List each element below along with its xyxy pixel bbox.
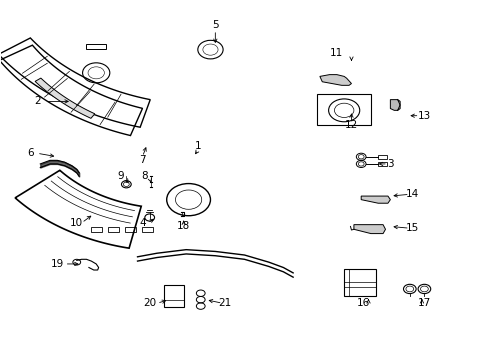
Text: 7: 7 <box>139 156 145 165</box>
Text: 10: 10 <box>70 218 83 228</box>
Text: 21: 21 <box>218 298 231 308</box>
Text: 15: 15 <box>405 223 418 233</box>
Text: 12: 12 <box>344 120 357 130</box>
Polygon shape <box>319 75 351 85</box>
Text: 17: 17 <box>417 298 430 308</box>
Text: 14: 14 <box>405 189 418 199</box>
Bar <box>125 227 136 232</box>
Polygon shape <box>361 196 389 203</box>
Text: 5: 5 <box>212 19 218 30</box>
Bar <box>142 227 153 232</box>
Text: 18: 18 <box>177 221 190 231</box>
Polygon shape <box>353 225 385 234</box>
Text: 16: 16 <box>356 298 369 308</box>
Text: 2: 2 <box>35 96 41 107</box>
Text: 9: 9 <box>117 171 123 181</box>
Text: 19: 19 <box>51 259 64 269</box>
Polygon shape <box>35 78 95 118</box>
Bar <box>377 155 386 158</box>
Text: 1: 1 <box>195 141 201 151</box>
Bar <box>86 44 106 49</box>
Text: 8: 8 <box>141 171 148 181</box>
Text: 3: 3 <box>386 159 393 169</box>
Text: 20: 20 <box>143 298 156 308</box>
Text: 4: 4 <box>139 218 145 228</box>
Bar <box>377 162 386 166</box>
Bar <box>317 94 370 125</box>
Bar <box>344 269 375 296</box>
Bar <box>91 227 102 232</box>
Bar <box>108 227 119 232</box>
Text: 11: 11 <box>329 48 343 58</box>
Polygon shape <box>389 100 399 111</box>
Bar <box>164 285 183 307</box>
Text: 13: 13 <box>417 111 430 121</box>
Text: 6: 6 <box>27 148 34 158</box>
